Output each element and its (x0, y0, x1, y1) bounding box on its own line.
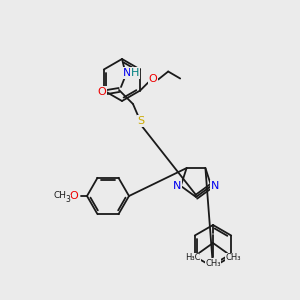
Text: H₃C: H₃C (185, 254, 201, 262)
Text: S: S (137, 116, 145, 126)
Text: CH: CH (53, 191, 67, 200)
Text: N: N (211, 181, 219, 191)
Text: H: H (131, 68, 139, 78)
Text: 3: 3 (66, 196, 70, 205)
Text: CH₃: CH₃ (205, 259, 221, 268)
Text: N: N (123, 68, 131, 78)
Text: N: N (172, 181, 181, 191)
Text: O: O (98, 87, 106, 97)
Text: O: O (70, 191, 78, 201)
Text: CH₃: CH₃ (225, 254, 241, 262)
Text: O: O (149, 74, 158, 85)
